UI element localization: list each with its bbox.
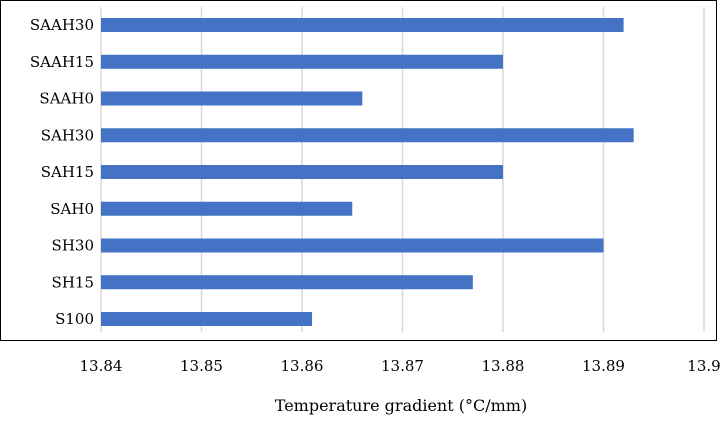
x-tick-label: 13.87	[381, 357, 424, 375]
bar-saah0	[101, 91, 363, 106]
bar-sh15	[101, 275, 473, 290]
category-label-saah15: SAAH15	[30, 53, 94, 71]
bar-saah15	[101, 54, 503, 69]
x-tick-label: 13.85	[180, 357, 223, 375]
category-label-s100: S100	[55, 310, 94, 328]
category-label-sh30: SH30	[52, 237, 94, 255]
x-tick-label: 13.88	[482, 357, 525, 375]
category-label-saah0: SAAH0	[39, 90, 94, 108]
chart-frame	[0, 0, 717, 341]
bar-sh30	[101, 238, 604, 253]
category-label-sah15: SAH15	[41, 163, 94, 181]
category-label-sah0: SAH0	[50, 200, 94, 218]
category-label-sah30: SAH30	[41, 126, 94, 144]
bars	[101, 18, 634, 326]
x-tick-label: 13.86	[281, 357, 324, 375]
x-tick-labels: 13.84 13.85 13.86 13.87 13.88 13.89 13.9	[80, 357, 721, 375]
category-label-sh15: SH15	[52, 273, 94, 291]
x-axis-title: Temperature gradient (°C/mm)	[275, 396, 527, 415]
category-labels: S100 SH15 SH30 SAH0 SAH15 SAH30 SAAH0 SAAH15 SAA…	[30, 16, 94, 328]
category-label-saah30: SAAH30	[30, 16, 94, 34]
bar-sah0	[101, 201, 353, 216]
x-tick-label: 13.89	[582, 357, 625, 375]
bar-saah30	[101, 18, 624, 32]
x-tick-label: 13.84	[80, 357, 123, 375]
x-tick-label: 13.9	[687, 357, 720, 375]
bar-s100	[101, 312, 313, 326]
bar-sah30	[101, 128, 634, 143]
bar-sah15	[101, 165, 503, 179]
